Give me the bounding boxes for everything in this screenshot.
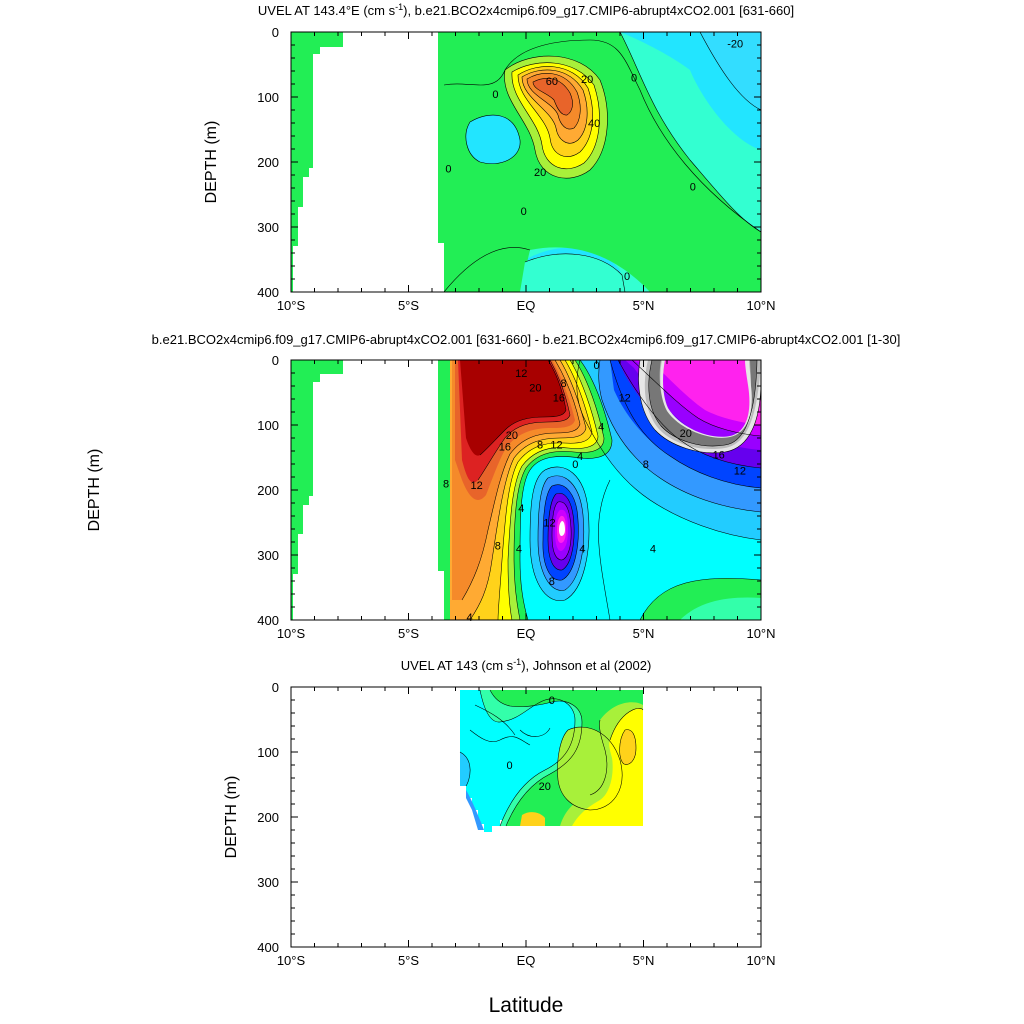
y-tick-label: 300 — [257, 220, 279, 235]
panel-3-contour-labels: 0 0 20 — [506, 695, 554, 793]
panel-2-ylabel: DEPTH (m) — [86, 449, 103, 532]
contour-label: 40 — [588, 118, 600, 130]
panel-1-title: UVEL AT 143.4°E (cm s-1), b.e21.BCO2x4cm… — [258, 2, 794, 18]
contour-label: 0 — [549, 695, 555, 707]
contour-label: 4 — [579, 544, 585, 556]
panel-1-ylabel: DEPTH (m) — [203, 121, 220, 204]
contour-label: 0 — [521, 206, 527, 218]
contour-label: 8 — [549, 576, 555, 588]
x-tick-label: 10°S — [277, 626, 306, 641]
contour-label: 20 — [506, 430, 518, 442]
y-tick-label: 200 — [257, 483, 279, 498]
y-tick-label: 0 — [272, 680, 279, 695]
y-tick-label: 0 — [272, 25, 279, 40]
x-tick-label: EQ — [517, 298, 536, 313]
contour-label: 20 — [529, 382, 541, 394]
panel-2-field — [291, 360, 761, 620]
panel-3-ylabel: DEPTH (m) — [223, 776, 240, 859]
contour-label: 0 — [572, 459, 578, 471]
x-tick-label: 10°N — [746, 626, 775, 641]
contour-label: 60 — [546, 76, 558, 88]
x-tick-label: 10°S — [277, 953, 306, 968]
contour-label: 4 — [467, 612, 473, 624]
y-tick-label: 100 — [257, 745, 279, 760]
contour-label: 0 — [506, 760, 512, 772]
contour-label: 12 — [550, 440, 562, 452]
contour-label: 12 — [734, 466, 746, 478]
y-tick-label: 300 — [257, 875, 279, 890]
x-tick-label: 10°S — [277, 298, 306, 313]
contour-label: 16 — [499, 441, 511, 453]
contour-label: 12 — [471, 480, 483, 492]
panel-2-title: b.e21.BCO2x4cmip6.f09_g17.CMIP6-abrupt4x… — [152, 332, 901, 347]
contour-label: 4 — [518, 503, 524, 515]
y-tick-label: 200 — [257, 155, 279, 170]
y-tick-label: 100 — [257, 90, 279, 105]
contour-label: 8 — [495, 540, 501, 552]
panel-3: UVEL AT 143 (cm s-1), Johnson et al (200… — [223, 657, 776, 1017]
y-tick-label: 200 — [257, 810, 279, 825]
panel-1-field — [291, 32, 761, 292]
contour-label: 8 — [537, 440, 543, 452]
x-tick-label: EQ — [517, 953, 536, 968]
panel-1-contour-labels: -20 60 20 0 0 40 0 20 0 0 0 — [445, 39, 743, 283]
contour-label: 12 — [543, 518, 555, 530]
x-tick-label: 5°N — [633, 298, 655, 313]
contour-label: 4 — [650, 544, 656, 556]
contour-label: 12 — [619, 393, 631, 405]
y-tick-label: 300 — [257, 548, 279, 563]
y-tick-label: 400 — [257, 613, 279, 628]
contour-label: 0 — [690, 182, 696, 194]
panel-3-title: UVEL AT 143 (cm s-1), Johnson et al (200… — [401, 657, 652, 673]
contour-label: 0 — [492, 89, 498, 101]
contour-label: 16 — [553, 393, 565, 405]
x-axis-label: Latitude — [489, 994, 564, 1017]
contour-label: 20 — [680, 428, 692, 440]
contour-label: 20 — [581, 74, 593, 86]
x-tick-label: 5°N — [633, 953, 655, 968]
contour-label: 20 — [539, 781, 551, 793]
panel-1: UVEL AT 143.4°E (cm s-1), b.e21.BCO2x4cm… — [203, 2, 794, 313]
contour-label: 0 — [445, 164, 451, 176]
contour-label: 0 — [631, 73, 637, 85]
y-tick-label: 400 — [257, 285, 279, 300]
x-tick-label: 5°N — [633, 626, 655, 641]
x-tick-label: 5°S — [398, 626, 419, 641]
x-tick-label: 5°S — [398, 298, 419, 313]
contour-label: 12 — [515, 368, 527, 380]
y-tick-label: 100 — [257, 418, 279, 433]
contour-label: 0 — [593, 360, 599, 372]
x-tick-label: 10°N — [746, 953, 775, 968]
contour-label: 8 — [561, 378, 567, 390]
contour-label: 16 — [713, 449, 725, 461]
contour-label: -20 — [727, 39, 743, 51]
x-tick-label: 10°N — [746, 298, 775, 313]
contour-label: 4 — [598, 421, 604, 433]
y-tick-label: 0 — [272, 353, 279, 368]
contour-label: 8 — [643, 459, 649, 471]
contour-label: 4 — [516, 544, 522, 556]
contour-label: 0 — [624, 271, 630, 283]
x-tick-label: EQ — [517, 626, 536, 641]
contour-label: 8 — [443, 479, 449, 491]
y-tick-label: 400 — [257, 940, 279, 955]
panel-2: b.e21.BCO2x4cmip6.f09_g17.CMIP6-abrupt4x… — [86, 332, 900, 641]
panel-3-field — [291, 687, 761, 947]
contour-label: 4 — [577, 451, 583, 463]
x-tick-label: 5°S — [398, 953, 419, 968]
contour-label: 20 — [534, 167, 546, 179]
